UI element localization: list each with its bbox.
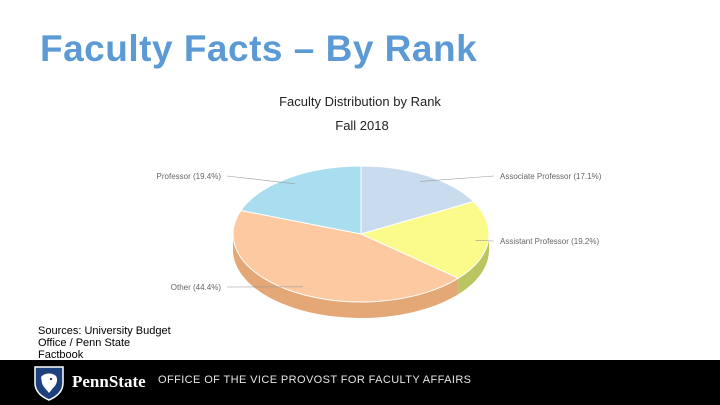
chart-title: Faculty Distribution by Rank [279,94,441,109]
pie-leader-professor [226,175,296,185]
pie-side-other [233,234,459,318]
chart-subtitle: Fall 2018 [335,118,388,133]
pie-label-other: Other (44.4%) [171,283,222,292]
pie-side-assistant-professor [458,234,489,295]
pie-slice-assistant-professor [359,200,490,279]
nittany-lion-shield-icon [34,366,64,401]
pie-label-assistant-professor: Assistant Professor (19.2%) [500,237,599,246]
pie-chart: Faculty Distribution by Rank Fall 2018 A… [157,94,602,318]
sources-note: Sources: University Budget Office / Penn… [38,325,171,361]
pie-leader-assistant-professor [475,240,495,242]
pie-slices [232,165,490,303]
pie-slice-associate-professor [360,165,475,235]
pie-chart-svg: Faculty Distribution by Rank Fall 2018 A… [157,94,602,318]
pie-leader-associate-professor [419,175,495,182]
pie-label-professor: Professor (19.4%) [157,172,222,181]
pie-label-associate-professor: Associate Professor (17.1%) [500,172,602,181]
pie-3d-sides [233,234,489,318]
office-name: OFFICE OF THE VICE PROVOST FOR FACULTY A… [158,374,472,386]
pie-labels: Associate Professor (17.1%) Assistant Pro… [157,172,602,292]
pie-slice-professor [240,165,362,235]
page-title: Faculty Facts – By Rank [40,28,478,69]
footer-bar: PennState OFFICE OF THE VICE PROVOST FOR… [0,360,720,405]
pie-slice-other [232,209,460,303]
brand-wordmark: PennState [72,372,146,391]
